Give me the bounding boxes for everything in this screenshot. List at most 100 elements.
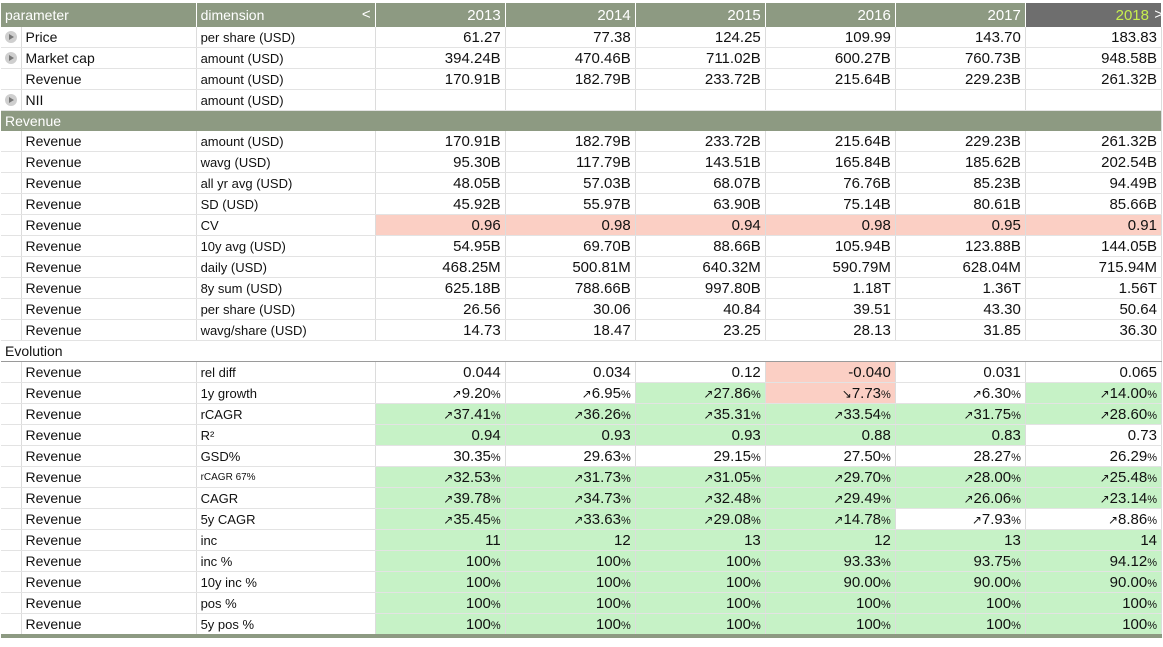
trend-arrow-icon: ↗: [443, 407, 454, 422]
value-text: 32.53: [453, 468, 491, 486]
value-cell: 1.18T: [765, 277, 896, 299]
year-header-2017[interactable]: 2017: [895, 3, 1026, 27]
percent-sign: %: [881, 388, 891, 401]
expand-cell[interactable]: [1, 47, 22, 69]
dimension-cell: GSD%: [196, 445, 376, 467]
year-header-2015[interactable]: 2015: [635, 3, 766, 27]
value-text: 40.84: [723, 300, 761, 318]
value-text: 100: [595, 615, 621, 633]
dimension-cell: wavg/share (USD): [196, 319, 376, 341]
year-2018-label: 2018: [1115, 6, 1149, 24]
collapse-left-icon[interactable]: <: [361, 6, 371, 23]
value-cell: 100%: [635, 550, 766, 572]
value-cell: 75.14B: [765, 193, 896, 215]
dimension-cell: 10y inc %: [196, 571, 376, 593]
percent-sign: %: [1011, 619, 1021, 632]
value-text: 76.76B: [843, 174, 891, 192]
value-text: 75.14B: [843, 195, 891, 213]
section-header-evolution[interactable]: Evolution: [1, 340, 1162, 362]
parameter-cell: Revenue: [21, 256, 197, 278]
percent-sign: %: [620, 598, 631, 611]
expand-cell[interactable]: [1, 89, 22, 111]
expand-cell: [1, 466, 22, 488]
dimension-cell: CV: [196, 214, 376, 236]
percent-sign: %: [881, 472, 891, 485]
year-header-2016[interactable]: 2016: [765, 3, 896, 27]
value-cell: 100%: [635, 613, 766, 638]
expand-cell: [1, 256, 22, 278]
value-text: 100: [725, 573, 751, 591]
value-text: 77.38: [593, 28, 631, 46]
value-text: 39.78: [453, 489, 491, 507]
value-text: 31.05: [713, 468, 751, 486]
value-text: 31.85: [983, 321, 1021, 339]
value-cell: 261.32B: [1025, 131, 1163, 152]
expand-right-icon[interactable]: >: [1154, 6, 1160, 23]
value-text: 63.90B: [713, 195, 761, 213]
expand-cell: [1, 68, 22, 90]
year-header-2013[interactable]: 2013: [375, 3, 506, 27]
table-row: Revenue 5y pos % 100% 100% 100% 100% 100% 100%: [1, 613, 1163, 638]
value-text: 14.00: [1109, 384, 1148, 402]
trend-arrow-icon: ↗: [573, 512, 584, 527]
value-text: 100: [595, 573, 621, 591]
value-cell: 100%: [505, 592, 636, 614]
value-cell: 144.05B: [1025, 235, 1163, 257]
value-cell: 640.32M: [635, 256, 766, 278]
value-text: 26.06: [973, 489, 1012, 507]
parameter-column-header[interactable]: parameter: [1, 3, 197, 27]
value-cell: ↗39.78%: [375, 487, 506, 509]
value-cell: 68.07B: [635, 172, 766, 194]
section-title[interactable]: Evolution: [1, 340, 1162, 362]
dimension-cell: inc %: [196, 550, 376, 572]
value-text: 88.66B: [713, 237, 761, 255]
value-cell: 170.91B: [375, 131, 506, 152]
value-cell: [635, 89, 766, 111]
value-text: 61.27: [463, 28, 501, 46]
value-cell: 185.62B: [895, 151, 1026, 173]
section-title[interactable]: Revenue: [1, 110, 1162, 131]
value-cell: 470.46B: [505, 47, 636, 69]
expand-arrow-icon[interactable]: [4, 52, 17, 64]
value-cell: 170.91B: [375, 68, 506, 90]
trend-arrow-icon: ↗: [573, 470, 584, 485]
expand-arrow-icon[interactable]: [4, 94, 17, 106]
value-cell: 590.79M: [765, 256, 896, 278]
percent-sign: %: [881, 451, 891, 464]
value-cell: 100%: [1025, 592, 1163, 614]
expand-cell: [1, 361, 22, 383]
expand-cell[interactable]: [1, 27, 22, 48]
expand-cell: [1, 193, 22, 215]
trend-arrow-icon: ↗: [833, 470, 844, 485]
value-text: 12: [614, 531, 631, 549]
parameter-cell: Price: [21, 27, 197, 48]
value-text: 35.31: [713, 405, 751, 423]
value-cell: 1.56T: [1025, 277, 1163, 299]
section-header-revenue[interactable]: Revenue: [1, 110, 1162, 131]
value-text: 1.36T: [982, 279, 1021, 297]
percent-sign: %: [750, 514, 761, 527]
percent-sign: %: [750, 556, 761, 569]
year-header-2014[interactable]: 2014: [505, 3, 636, 27]
value-cell: 23.25: [635, 319, 766, 341]
dimension-cell: CAGR: [196, 487, 376, 509]
value-cell: 100%: [635, 571, 766, 593]
table-row: Revenue pos % 100% 100% 100% 100% 100% 100%: [1, 592, 1163, 614]
dimension-cell: inc: [196, 529, 376, 551]
dimension-column-header[interactable]: dimension <: [196, 3, 376, 27]
value-text: 34.73: [583, 489, 621, 507]
value-text: 1.56T: [1118, 279, 1157, 297]
year-header-2018-selected[interactable]: 2018 >: [1025, 3, 1163, 27]
value-cell: 100%: [505, 571, 636, 593]
value-text: 100: [465, 615, 491, 633]
parameter-cell: Revenue: [21, 508, 197, 530]
table-row: Revenue all yr avg (USD) 48.05B 57.03B 68.07…: [1, 172, 1163, 194]
table-row: Revenue daily (USD) 468.25M 500.81M 640.32M 5…: [1, 256, 1163, 278]
expand-cell: [1, 403, 22, 425]
expand-cell: [1, 298, 22, 320]
value-text: 1.18T: [852, 279, 891, 297]
expand-arrow-icon[interactable]: [4, 31, 17, 43]
value-text: 29.70: [843, 468, 882, 486]
trend-arrow-icon: ↗: [581, 386, 592, 401]
table-row: Revenue rel diff 0.044 0.034 0.12 -0.040 0.031…: [1, 361, 1163, 383]
